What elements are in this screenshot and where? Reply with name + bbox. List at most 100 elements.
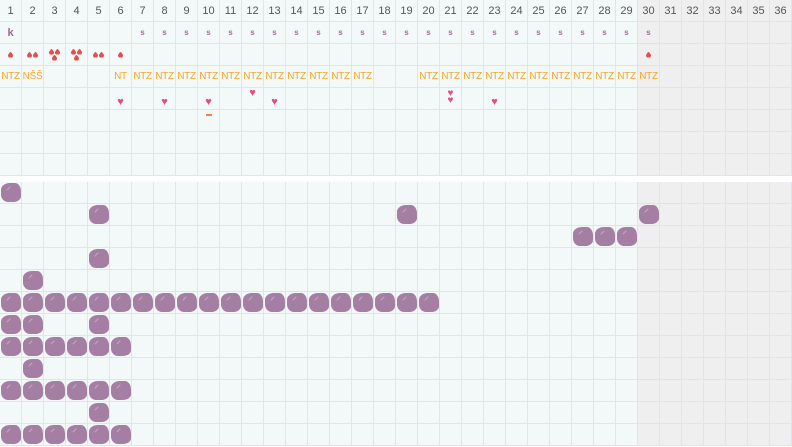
tracking-cell[interactable]	[132, 248, 154, 270]
tracking-cell[interactable]	[682, 314, 704, 336]
day-header[interactable]: 28	[594, 0, 616, 22]
tracking-cell[interactable]	[330, 402, 352, 424]
marker-cell[interactable]	[682, 22, 704, 44]
tracking-cell[interactable]	[594, 314, 616, 336]
tracking-cell[interactable]	[110, 182, 132, 204]
tracking-cell[interactable]	[154, 336, 176, 358]
intercourse-cell[interactable]	[352, 88, 374, 110]
tracking-cell[interactable]	[572, 402, 594, 424]
label-cell[interactable]: NTZ	[528, 66, 550, 88]
tracking-cell[interactable]	[440, 358, 462, 380]
tracking-cell[interactable]	[506, 424, 528, 446]
tracking-cell[interactable]	[462, 314, 484, 336]
tracking-cell[interactable]	[770, 336, 792, 358]
note-cell[interactable]	[528, 110, 550, 132]
tracking-cell[interactable]	[220, 402, 242, 424]
tracking-cell[interactable]	[154, 248, 176, 270]
tracking-cell[interactable]	[660, 402, 682, 424]
bleeding-cell[interactable]	[154, 44, 176, 66]
note-cell[interactable]	[682, 110, 704, 132]
tracking-cell[interactable]	[286, 336, 308, 358]
tracking-cell[interactable]	[154, 424, 176, 446]
note-cell[interactable]	[88, 110, 110, 132]
empty-cell[interactable]	[726, 154, 748, 176]
tracking-cell[interactable]	[572, 248, 594, 270]
intercourse-cell[interactable]	[748, 88, 770, 110]
tracking-cell[interactable]	[88, 380, 110, 402]
tracking-cell[interactable]	[264, 380, 286, 402]
intercourse-cell[interactable]	[330, 88, 352, 110]
tracking-cell[interactable]	[352, 248, 374, 270]
marker-cell[interactable]: s	[594, 22, 616, 44]
tracking-cell[interactable]	[198, 336, 220, 358]
tracking-cell[interactable]	[638, 358, 660, 380]
tracking-cell[interactable]	[374, 402, 396, 424]
intercourse-cell[interactable]	[660, 88, 682, 110]
tracking-cell[interactable]	[88, 226, 110, 248]
tracking-cell[interactable]	[572, 314, 594, 336]
tracking-cell[interactable]	[506, 336, 528, 358]
empty-cell[interactable]	[44, 132, 66, 154]
tracking-cell[interactable]	[198, 402, 220, 424]
marker-cell[interactable]: s	[440, 22, 462, 44]
tracking-cell[interactable]	[594, 182, 616, 204]
tracking-cell[interactable]	[462, 358, 484, 380]
tracking-cell[interactable]	[22, 424, 44, 446]
empty-cell[interactable]	[176, 132, 198, 154]
note-cell[interactable]	[110, 110, 132, 132]
bleeding-cell[interactable]	[264, 44, 286, 66]
tracking-cell[interactable]	[22, 380, 44, 402]
day-header[interactable]: 18	[374, 0, 396, 22]
tracking-cell[interactable]	[0, 314, 22, 336]
tracking-cell[interactable]	[484, 226, 506, 248]
tracking-cell[interactable]	[242, 248, 264, 270]
tracking-cell[interactable]	[0, 402, 22, 424]
day-header[interactable]: 20	[418, 0, 440, 22]
empty-cell[interactable]	[22, 154, 44, 176]
tracking-cell[interactable]	[286, 248, 308, 270]
empty-cell[interactable]	[286, 132, 308, 154]
tracking-cell[interactable]	[396, 402, 418, 424]
note-cell[interactable]	[198, 110, 220, 132]
label-cell[interactable]: NTZ	[506, 66, 528, 88]
empty-cell[interactable]	[132, 132, 154, 154]
tracking-cell[interactable]	[44, 204, 66, 226]
tracking-cell[interactable]	[0, 270, 22, 292]
tracking-cell[interactable]	[44, 424, 66, 446]
tracking-cell[interactable]	[66, 424, 88, 446]
label-cell[interactable]: NTZ	[220, 66, 242, 88]
tracking-cell[interactable]	[176, 248, 198, 270]
tracking-cell[interactable]	[484, 270, 506, 292]
tracking-cell[interactable]	[44, 226, 66, 248]
tracking-cell[interactable]	[572, 226, 594, 248]
tracking-cell[interactable]	[748, 402, 770, 424]
tracking-cell[interactable]	[418, 182, 440, 204]
marker-cell[interactable]: s	[330, 22, 352, 44]
tracking-cell[interactable]	[286, 314, 308, 336]
tracking-cell[interactable]	[748, 270, 770, 292]
intercourse-cell[interactable]	[44, 88, 66, 110]
tracking-cell[interactable]	[726, 336, 748, 358]
empty-cell[interactable]	[704, 154, 726, 176]
note-cell[interactable]	[462, 110, 484, 132]
day-header[interactable]: 31	[660, 0, 682, 22]
tracking-cell[interactable]	[550, 270, 572, 292]
empty-cell[interactable]	[66, 154, 88, 176]
tracking-cell[interactable]	[176, 182, 198, 204]
tracking-cell[interactable]	[396, 424, 418, 446]
tracking-cell[interactable]	[308, 380, 330, 402]
tracking-cell[interactable]	[220, 204, 242, 226]
tracking-cell[interactable]	[528, 270, 550, 292]
tracking-cell[interactable]	[88, 336, 110, 358]
tracking-cell[interactable]	[176, 380, 198, 402]
tracking-cell[interactable]	[484, 182, 506, 204]
tracking-cell[interactable]	[550, 204, 572, 226]
tracking-cell[interactable]	[352, 292, 374, 314]
day-header[interactable]: 14	[286, 0, 308, 22]
tracking-cell[interactable]	[374, 358, 396, 380]
label-cell[interactable]	[66, 66, 88, 88]
note-cell[interactable]	[660, 110, 682, 132]
tracking-cell[interactable]	[286, 402, 308, 424]
tracking-cell[interactable]	[704, 358, 726, 380]
tracking-cell[interactable]	[132, 402, 154, 424]
